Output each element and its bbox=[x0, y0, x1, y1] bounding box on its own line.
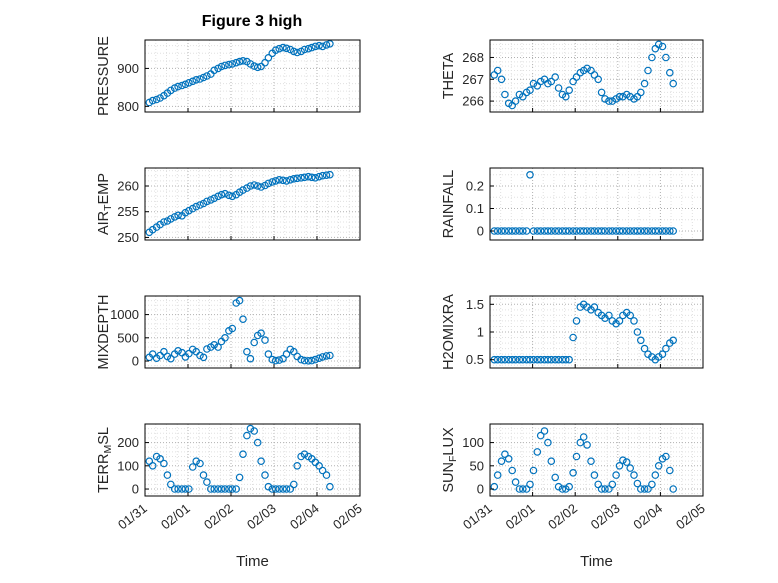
svg-text:1: 1 bbox=[477, 325, 484, 340]
tick-marks bbox=[489, 56, 704, 112]
y-axis-label-rainfall: RAINFALL bbox=[441, 170, 457, 239]
x-tick-labels: 01/31 02/01 02/02 02/03 02/04 02/05 bbox=[460, 501, 708, 533]
data-points bbox=[145, 296, 334, 365]
svg-text:0: 0 bbox=[132, 354, 139, 369]
y-axis-label-theta: THETA bbox=[441, 52, 457, 99]
svg-text:02/02: 02/02 bbox=[201, 501, 236, 533]
svg-text:50: 50 bbox=[470, 458, 484, 473]
y-tick-labels: 266 267 268 bbox=[462, 50, 484, 109]
x-axis-label: Time bbox=[580, 553, 613, 570]
y-tick-labels: 0.5 1 1.5 bbox=[466, 297, 484, 367]
tick-marks bbox=[489, 303, 704, 368]
plot-box bbox=[144, 39, 361, 113]
y-axis-label-terr_msl: TERRMSL bbox=[96, 427, 114, 493]
grid-lines bbox=[490, 40, 703, 112]
data-points bbox=[490, 40, 678, 110]
data-points bbox=[145, 40, 334, 107]
svg-text:268: 268 bbox=[462, 50, 484, 65]
plot-box bbox=[489, 167, 704, 241]
data-points bbox=[490, 427, 678, 493]
svg-text:200: 200 bbox=[117, 435, 139, 450]
data-points bbox=[145, 424, 334, 493]
tick-marks bbox=[144, 442, 361, 496]
data-points bbox=[490, 300, 678, 364]
data-points bbox=[145, 170, 334, 237]
svg-text:800: 800 bbox=[117, 99, 139, 114]
plot-box bbox=[489, 39, 704, 113]
svg-text:0: 0 bbox=[477, 482, 484, 497]
svg-text:260: 260 bbox=[117, 179, 139, 194]
svg-text:266: 266 bbox=[462, 94, 484, 109]
plot-box bbox=[144, 295, 361, 369]
plot-box bbox=[489, 423, 704, 497]
tick-marks bbox=[144, 67, 361, 112]
data-points bbox=[490, 171, 678, 235]
svg-text:267: 267 bbox=[462, 72, 484, 87]
y-tick-labels: 0 100 200 bbox=[117, 435, 139, 496]
y-axis-label-mixdepth: MIXDEPTH bbox=[96, 295, 112, 370]
grid-lines bbox=[145, 40, 360, 112]
svg-text:0: 0 bbox=[132, 482, 139, 497]
svg-text:02/04: 02/04 bbox=[630, 501, 665, 533]
y-axis-label-pressure: PRESSURE bbox=[96, 36, 112, 116]
svg-text:0.2: 0.2 bbox=[466, 179, 484, 194]
tick-marks bbox=[144, 314, 361, 368]
svg-text:02/01: 02/01 bbox=[503, 501, 538, 533]
svg-text:1.5: 1.5 bbox=[466, 297, 484, 312]
svg-text:900: 900 bbox=[117, 61, 139, 76]
svg-text:100: 100 bbox=[462, 435, 484, 450]
y-tick-labels: 250 255 260 bbox=[117, 179, 139, 245]
y-axis-label-air_temp: AIRTEMP bbox=[96, 173, 114, 235]
y-axis-label-sun_flux: SUNFLUX bbox=[441, 427, 459, 493]
y-tick-labels: 800 900 bbox=[117, 61, 139, 114]
subplot-h2omixra: 0.5 1 1.5 H2OMIXRA bbox=[441, 294, 704, 370]
y-axis-label-h2omixra: H2OMIXRA bbox=[441, 294, 457, 370]
figure-title: Figure 3 high bbox=[202, 13, 302, 30]
subplot-pressure: 800 900 PRESSURE bbox=[96, 36, 361, 116]
svg-text:250: 250 bbox=[117, 230, 139, 245]
svg-text:02/01: 02/01 bbox=[158, 501, 193, 533]
plot-box bbox=[144, 167, 361, 241]
svg-text:02/05: 02/05 bbox=[673, 501, 708, 533]
tick-marks bbox=[144, 185, 361, 240]
svg-text:500: 500 bbox=[117, 330, 139, 345]
svg-text:0: 0 bbox=[477, 224, 484, 239]
y-tick-labels: 0 500 1000 bbox=[110, 307, 139, 368]
y-tick-labels: 0 50 100 bbox=[462, 435, 484, 496]
x-axis-label: Time bbox=[236, 553, 269, 570]
svg-text:01/31: 01/31 bbox=[460, 501, 495, 533]
svg-text:0.1: 0.1 bbox=[466, 201, 484, 216]
svg-text:0.5: 0.5 bbox=[466, 352, 484, 367]
svg-text:02/05: 02/05 bbox=[330, 501, 365, 533]
svg-text:02/03: 02/03 bbox=[588, 501, 623, 533]
subplot-theta: 266 267 268 THETA bbox=[441, 39, 704, 113]
svg-text:255: 255 bbox=[117, 204, 139, 219]
grid-lines bbox=[145, 296, 360, 368]
grid-lines bbox=[490, 424, 703, 496]
svg-text:02/02: 02/02 bbox=[545, 501, 580, 533]
svg-text:02/04: 02/04 bbox=[287, 501, 322, 533]
y-tick-labels: 0 0.1 0.2 bbox=[466, 179, 484, 239]
x-tick-labels: 01/31 02/01 02/02 02/03 02/04 02/05 bbox=[115, 501, 365, 533]
svg-text:100: 100 bbox=[117, 458, 139, 473]
tick-marks bbox=[489, 185, 704, 240]
svg-text:01/31: 01/31 bbox=[115, 501, 150, 533]
plot-box bbox=[144, 423, 361, 497]
subplot-grid: 800 900 PRESSURE 266 267 268 THETA 250 255 260AIR… bbox=[96, 36, 708, 570]
svg-text:1000: 1000 bbox=[110, 307, 139, 322]
svg-text:02/03: 02/03 bbox=[244, 501, 279, 533]
subplot-rainfall: 0 0.1 0.2 RAINFALL bbox=[441, 167, 704, 241]
tick-marks bbox=[489, 442, 704, 496]
grid-lines bbox=[490, 296, 703, 368]
